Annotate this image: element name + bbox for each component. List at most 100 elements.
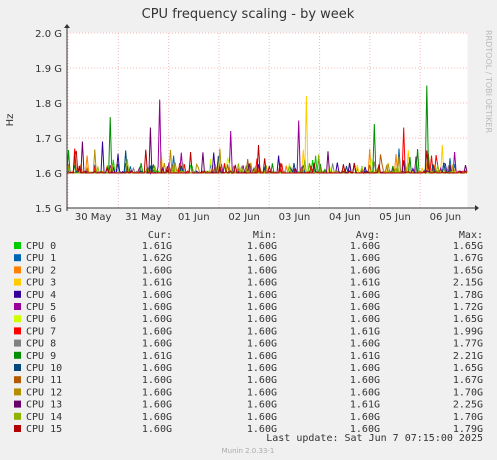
legend-series-name: CPU 12 (26, 387, 62, 398)
legend-value: 1.60G (350, 302, 380, 313)
last-update: Last update: Sat Jun 7 07:15:00 2025 (266, 433, 483, 444)
legend-value: 1.61G (142, 278, 172, 289)
y-tick-label: 2.0 G (35, 29, 62, 40)
legend-value: 1.60G (247, 302, 277, 313)
legend-header: Min: (253, 230, 277, 241)
legend-value: 1.67G (453, 253, 483, 264)
legend-swatch (14, 388, 21, 396)
legend-header: Cur: (148, 230, 172, 241)
legend-swatch (14, 364, 21, 371)
legend-value: 2.15G (453, 278, 483, 289)
legend-value: 2.25G (453, 400, 483, 411)
legend-value: 1.79G (453, 424, 483, 435)
legend-swatch (14, 266, 21, 274)
legend-value: 1.60G (350, 424, 380, 435)
legend-series-name: CPU 2 (26, 265, 56, 276)
legend-header: Avg: (356, 230, 380, 241)
legend-swatch (14, 290, 21, 298)
y-axis-arrow (64, 24, 70, 28)
legend-value: 1.60G (247, 412, 277, 423)
legend-value: 1.60G (247, 253, 277, 264)
plot-area (66, 32, 468, 209)
legend-value: 1.60G (247, 339, 277, 350)
legend-value: 1.65G (453, 241, 483, 252)
legend-swatch (14, 425, 21, 432)
legend-value: 1.60G (142, 424, 172, 435)
x-tick-label: 05 Jun (379, 212, 411, 223)
legend-value: 1.60G (142, 375, 172, 386)
axes (64, 24, 479, 211)
y-tick-label: 1.6 G (35, 169, 62, 180)
legend-value: 1.70G (453, 412, 483, 423)
legend-value: 1.62G (142, 253, 172, 264)
legend-value: 1.60G (247, 241, 277, 252)
legend-value: 1.65G (453, 363, 483, 374)
legend-value: 1.60G (350, 375, 380, 386)
legend-value: 1.60G (350, 387, 380, 398)
legend-value: 1.60G (350, 412, 380, 423)
legend-value: 1.65G (453, 265, 483, 276)
chart-title: CPU frequency scaling - by week (142, 7, 355, 22)
legend-value: 1.60G (247, 363, 277, 374)
legend-value: 1.60G (247, 326, 277, 337)
legend-value: 1.60G (247, 387, 277, 398)
legend-value: 1.60G (142, 412, 172, 423)
legend-header: Max: (459, 230, 483, 241)
legend-swatch (14, 400, 21, 408)
series-line-cpu-15 (67, 144, 468, 174)
legend-value: 1.60G (247, 375, 277, 386)
legend-value: 1.70G (453, 387, 483, 398)
legend-swatch (14, 254, 21, 262)
y-axis-label: Hz (5, 114, 16, 127)
legend-value: 1.61G (350, 326, 380, 337)
legend-value: 1.61G (142, 351, 172, 362)
legend-swatch (14, 412, 21, 420)
x-axis-ticks: 30 May 31 May 01 Jun 02 Jun 03 Jun 04 Jun 05 J… (75, 212, 461, 223)
legend-value: 1.60G (350, 290, 380, 301)
x-tick-label: 30 May (75, 212, 112, 223)
legend-value: 1.60G (350, 265, 380, 276)
legend-value: 1.60G (247, 290, 277, 301)
legend-swatch (14, 351, 21, 359)
x-axis-arrow (475, 205, 479, 211)
series-lines (66, 85, 468, 175)
y-tick-label: 1.8 G (35, 99, 62, 110)
legend-swatch (14, 327, 21, 335)
legend-value: 1.60G (350, 241, 380, 252)
legend-value: 1.60G (247, 278, 277, 289)
legend-value: 1.60G (247, 400, 277, 411)
x-tick-label: 31 May (125, 212, 162, 223)
legend-series-name: CPU 8 (26, 339, 56, 350)
legend-series-name: CPU 15 (26, 424, 62, 435)
legend-value: 1.60G (350, 339, 380, 350)
legend-value: 1.60G (142, 265, 172, 276)
legend-swatch (14, 242, 21, 249)
legend-value: 1.60G (142, 302, 172, 313)
legend-value: 1.65G (453, 314, 483, 325)
legend-swatch (14, 376, 21, 384)
legend-value: 2.21G (453, 351, 483, 362)
legend-value: 1.60G (142, 290, 172, 301)
legend-series-name: CPU 3 (26, 278, 56, 289)
x-tick-label: 04 Jun (329, 212, 361, 223)
legend-value: 1.60G (350, 363, 380, 374)
legend-value: 1.67G (453, 375, 483, 386)
legend-value: 1.60G (247, 265, 277, 276)
legend-swatch (14, 278, 21, 286)
munin-version: Munin 2.0.33-1 (222, 447, 275, 455)
legend-series-name: CPU 9 (26, 351, 56, 362)
legend-value: 1.61G (350, 278, 380, 289)
legend-series-name: CPU 0 (26, 241, 56, 252)
legend-value: 1.60G (247, 351, 277, 362)
x-tick-label: 06 Jun (430, 212, 462, 223)
legend-value: 1.60G (247, 424, 277, 435)
legend-series-name: CPU 7 (26, 326, 56, 337)
legend-value: 1.60G (142, 326, 172, 337)
rrdtool-credit: RRDTOOL / TOBI OETIKER (484, 30, 493, 133)
x-tick-label: 03 Jun (279, 212, 311, 223)
legend-series-name: CPU 10 (26, 363, 62, 374)
x-tick-label: 02 Jun (228, 212, 260, 223)
legend-value: 1.60G (142, 339, 172, 350)
legend-value: 1.60G (142, 387, 172, 398)
y-tick-label: 1.7 G (35, 134, 62, 145)
